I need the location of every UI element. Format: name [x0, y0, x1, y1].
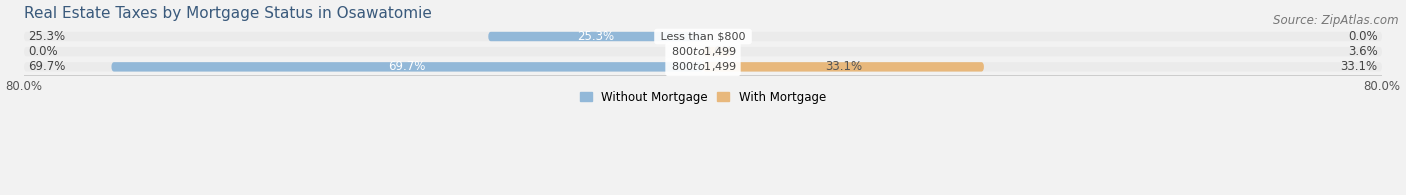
FancyBboxPatch shape	[24, 47, 1382, 56]
Text: 3.6%: 3.6%	[703, 45, 733, 58]
Text: 33.1%: 33.1%	[825, 60, 862, 73]
Text: 69.7%: 69.7%	[28, 60, 66, 73]
Text: 25.3%: 25.3%	[576, 30, 614, 43]
FancyBboxPatch shape	[111, 62, 703, 72]
Text: 0.0%: 0.0%	[28, 45, 58, 58]
Text: 33.1%: 33.1%	[1340, 60, 1378, 73]
Text: Less than $800: Less than $800	[657, 32, 749, 42]
FancyBboxPatch shape	[24, 62, 1382, 72]
Text: 0.0%: 0.0%	[1348, 30, 1378, 43]
Text: 25.3%: 25.3%	[28, 30, 66, 43]
Text: Real Estate Taxes by Mortgage Status in Osawatomie: Real Estate Taxes by Mortgage Status in …	[24, 5, 432, 20]
FancyBboxPatch shape	[24, 32, 1382, 41]
Text: 3.6%: 3.6%	[1348, 45, 1378, 58]
Text: $800 to $1,499: $800 to $1,499	[668, 60, 738, 73]
FancyBboxPatch shape	[488, 32, 703, 41]
Text: $800 to $1,499: $800 to $1,499	[668, 45, 738, 58]
Legend: Without Mortgage, With Mortgage: Without Mortgage, With Mortgage	[575, 86, 831, 109]
Text: Source: ZipAtlas.com: Source: ZipAtlas.com	[1274, 14, 1399, 27]
FancyBboxPatch shape	[703, 62, 984, 72]
FancyBboxPatch shape	[703, 47, 734, 56]
Text: 69.7%: 69.7%	[388, 60, 426, 73]
